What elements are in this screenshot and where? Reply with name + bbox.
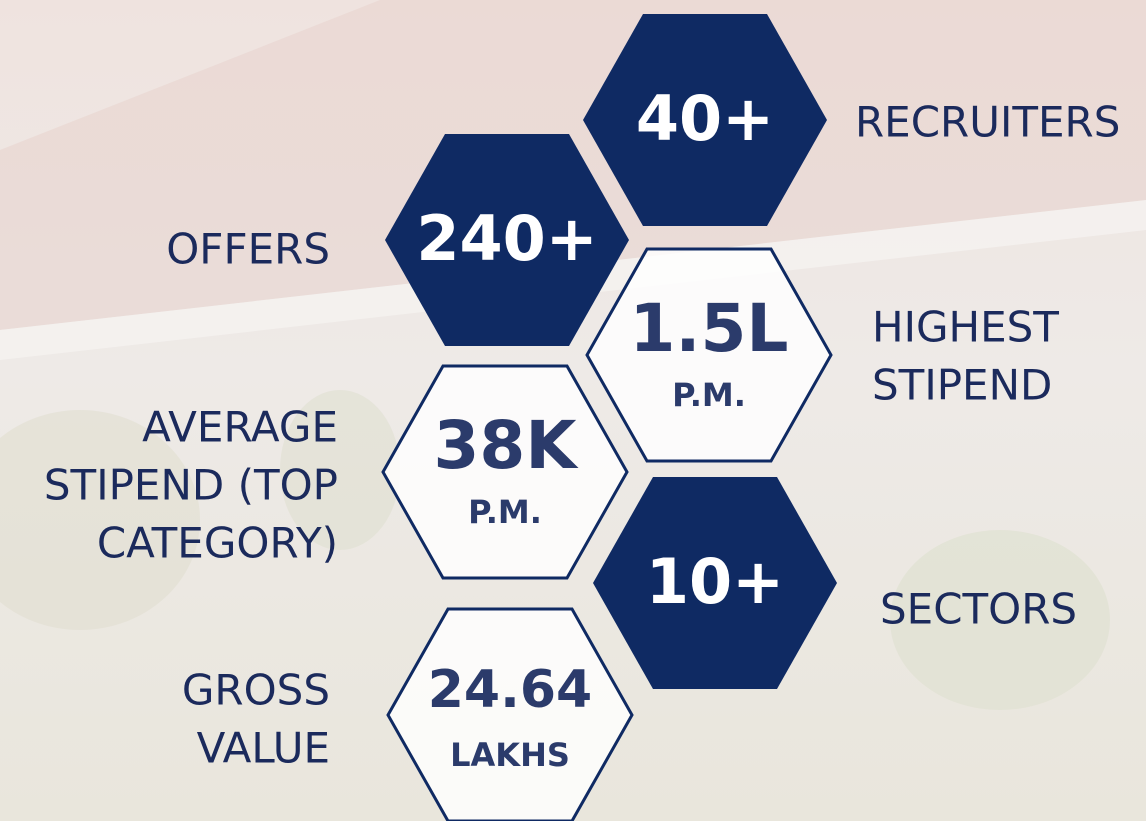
page: 40+ RECRUITERS 240+ OFFERS 1.5L P.M. HIGHEST ST… xyxy=(0,0,1146,821)
stat-unit: P.M. xyxy=(672,376,746,414)
stat-label: STIPEND (TOP xyxy=(44,461,338,510)
stat-unit: LAKHS xyxy=(450,736,570,774)
stat-label: HIGHEST xyxy=(872,303,1059,352)
stat-unit: P.M. xyxy=(468,493,542,531)
stat-value: 10+ xyxy=(646,545,784,618)
stat-value: 38K xyxy=(434,407,580,484)
stat-label: GROSS xyxy=(182,666,330,715)
stat-value: 40+ xyxy=(636,82,774,155)
infographic: 40+ RECRUITERS 240+ OFFERS 1.5L P.M. HIGHEST ST… xyxy=(0,0,1146,821)
stat-value: 24.64 xyxy=(428,660,592,720)
stat-label: RECRUITERS xyxy=(855,98,1120,147)
stat-value: 1.5L xyxy=(630,290,789,367)
stat-label: STIPEND xyxy=(872,361,1052,410)
stat-label: SECTORS xyxy=(880,585,1077,634)
stat-label: CATEGORY) xyxy=(97,519,338,568)
stat-label: AVERAGE xyxy=(142,403,338,452)
stat-value: 240+ xyxy=(416,202,597,275)
stat-label: OFFERS xyxy=(166,225,330,274)
stat-label: VALUE xyxy=(197,724,330,773)
